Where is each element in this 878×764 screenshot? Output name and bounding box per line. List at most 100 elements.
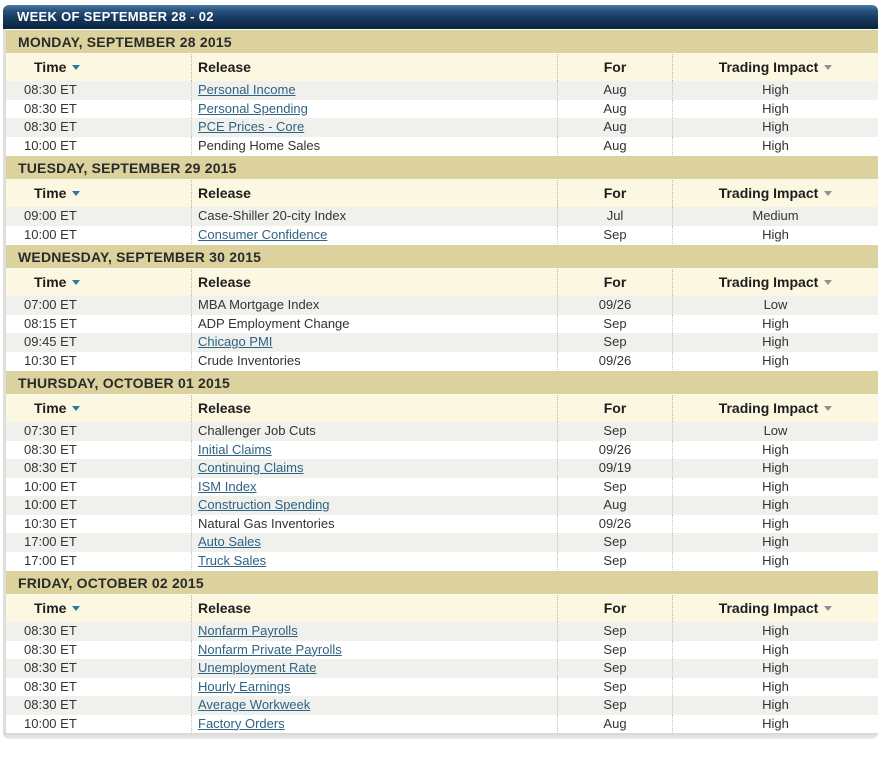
release-link[interactable]: Continuing Claims	[198, 460, 304, 475]
table-row: 17:00 ET Auto Sales Sep High	[6, 533, 878, 552]
release-link[interactable]: Nonfarm Payrolls	[198, 623, 298, 638]
table-row: 07:30 ET Challenger Job Cuts Sep Low	[6, 422, 878, 441]
impact-cell: High	[762, 119, 789, 134]
release-cell: Crude Inventories	[192, 351, 558, 370]
release-link[interactable]: Personal Income	[198, 82, 296, 97]
table-row: 10:30 ET Natural Gas Inventories 09/26 H…	[6, 514, 878, 533]
time-column-sort-header[interactable]: Time	[6, 395, 192, 422]
release-column-label: Release	[198, 274, 251, 290]
release-link[interactable]: Personal Spending	[198, 100, 308, 116]
time-cell: 10:00 ET	[6, 714, 192, 733]
release-cell: Challenger Job Cuts	[192, 422, 558, 441]
release-cell: Personal Income	[192, 81, 558, 100]
table-row: 08:30 ET Nonfarm Payrolls Sep High	[6, 622, 878, 641]
release-link[interactable]: Auto Sales	[198, 534, 261, 549]
table-row: 10:00 ET Construction Spending Aug High	[6, 496, 878, 515]
release-cell: Chicago PMI	[192, 333, 558, 352]
for-cell: Sep	[558, 659, 673, 678]
day-header: MONDAY, SEPTEMBER 28 2015	[6, 29, 878, 54]
release-link[interactable]: Construction Spending	[198, 497, 330, 512]
week-title: WEEK OF SEPTEMBER 28 - 02	[17, 9, 214, 24]
time-cell: 17:00 ET	[6, 551, 192, 570]
column-header-row: Time Release For Trading Impact	[6, 595, 878, 622]
release-cell: Natural Gas Inventories	[192, 514, 558, 533]
column-header-row: Time Release For Trading Impact	[6, 54, 878, 81]
impact-column-sort-header[interactable]: Trading Impact	[673, 595, 878, 622]
impact-column-sort-header[interactable]: Trading Impact	[673, 269, 878, 296]
time-column-label: Time	[34, 274, 67, 290]
time-cell: 10:30 ET	[6, 351, 192, 370]
table-row: 10:00 ET Pending Home Sales Aug High	[6, 136, 878, 155]
release-link[interactable]: Hourly Earnings	[198, 678, 291, 694]
time-cell: 10:00 ET	[6, 477, 192, 496]
release-link[interactable]: Factory Orders	[198, 715, 285, 731]
time-cell: 08:30 ET	[6, 640, 192, 659]
release-column-header: Release	[192, 54, 558, 81]
time-column-sort-header[interactable]: Time	[6, 180, 192, 207]
release-link[interactable]: Truck Sales	[198, 552, 267, 568]
impact-cell: High	[762, 460, 789, 475]
for-column-header: For	[558, 395, 673, 422]
day-header: TUESDAY, SEPTEMBER 29 2015	[6, 155, 878, 180]
release-text: MBA Mortgage Index	[198, 297, 320, 312]
release-link[interactable]: Consumer Confidence	[198, 226, 328, 242]
sort-down-icon	[72, 605, 81, 611]
time-column-label: Time	[34, 600, 67, 616]
release-column-header: Release	[192, 180, 558, 207]
day-section: FRIDAY, OCTOBER 02 2015 Time Release For…	[6, 570, 878, 733]
sort-down-icon	[824, 605, 833, 611]
for-cell: Sep	[558, 225, 673, 244]
release-cell: ADP Employment Change	[192, 314, 558, 333]
impact-column-label: Trading Impact	[718, 274, 819, 290]
release-text: Challenger Job Cuts	[198, 423, 316, 438]
release-text: ADP Employment Change	[198, 315, 350, 331]
time-column-sort-header[interactable]: Time	[6, 595, 192, 622]
for-cell: Aug	[558, 99, 673, 118]
sort-down-icon	[824, 190, 833, 196]
table-row: 09:00 ET Case-Shiller 20-city Index Jul …	[6, 207, 878, 226]
release-link[interactable]: PCE Prices - Core	[198, 119, 305, 134]
release-link[interactable]: Unemployment Rate	[198, 660, 317, 675]
table-row: 10:00 ET ISM Index Sep High	[6, 477, 878, 496]
release-cell: Auto Sales	[192, 533, 558, 552]
impact-cell: High	[762, 623, 789, 638]
column-header-row: Time Release For Trading Impact	[6, 180, 878, 207]
impact-cell: High	[762, 515, 789, 531]
release-column-header: Release	[192, 395, 558, 422]
release-link[interactable]: ISM Index	[198, 478, 257, 494]
release-link[interactable]: Average Workweek	[198, 697, 311, 712]
time-cell: 08:30 ET	[6, 622, 192, 641]
for-column-label: For	[603, 400, 627, 416]
time-column-label: Time	[34, 185, 67, 201]
impact-cell: Low	[763, 297, 788, 312]
release-link[interactable]: Nonfarm Private Payrolls	[198, 641, 342, 657]
impact-cell: High	[762, 641, 789, 657]
release-cell: Initial Claims	[192, 440, 558, 459]
calendar-table: MONDAY, SEPTEMBER 28 2015 Time Release F…	[3, 29, 878, 733]
for-cell: 09/26	[558, 440, 673, 459]
for-cell: Sep	[558, 551, 673, 570]
impact-cell: High	[762, 552, 789, 568]
impact-column-sort-header[interactable]: Trading Impact	[673, 54, 878, 81]
impact-column-sort-header[interactable]: Trading Impact	[673, 395, 878, 422]
time-column-sort-header[interactable]: Time	[6, 54, 192, 81]
sort-down-icon	[72, 279, 81, 285]
impact-cell: High	[762, 334, 789, 349]
day-rows: 08:30 ET Nonfarm Payrolls Sep High 08:30…	[6, 622, 878, 733]
release-link[interactable]: Initial Claims	[198, 441, 272, 457]
release-cell: Nonfarm Payrolls	[192, 622, 558, 641]
for-cell: Aug	[558, 136, 673, 155]
for-cell: 09/19	[558, 459, 673, 478]
release-cell: ISM Index	[192, 477, 558, 496]
week-title-bar: WEEK OF SEPTEMBER 28 - 02	[3, 5, 878, 29]
economic-calendar: WEEK OF SEPTEMBER 28 - 02 MONDAY, SEPTEM…	[0, 5, 878, 739]
time-column-label: Time	[34, 59, 67, 75]
time-cell: 08:30 ET	[6, 659, 192, 678]
impact-column-sort-header[interactable]: Trading Impact	[673, 180, 878, 207]
time-cell: 09:45 ET	[6, 333, 192, 352]
release-link[interactable]: Chicago PMI	[198, 334, 273, 349]
time-column-sort-header[interactable]: Time	[6, 269, 192, 296]
release-cell: Construction Spending	[192, 496, 558, 515]
sort-down-icon	[72, 64, 81, 70]
time-cell: 08:30 ET	[6, 440, 192, 459]
